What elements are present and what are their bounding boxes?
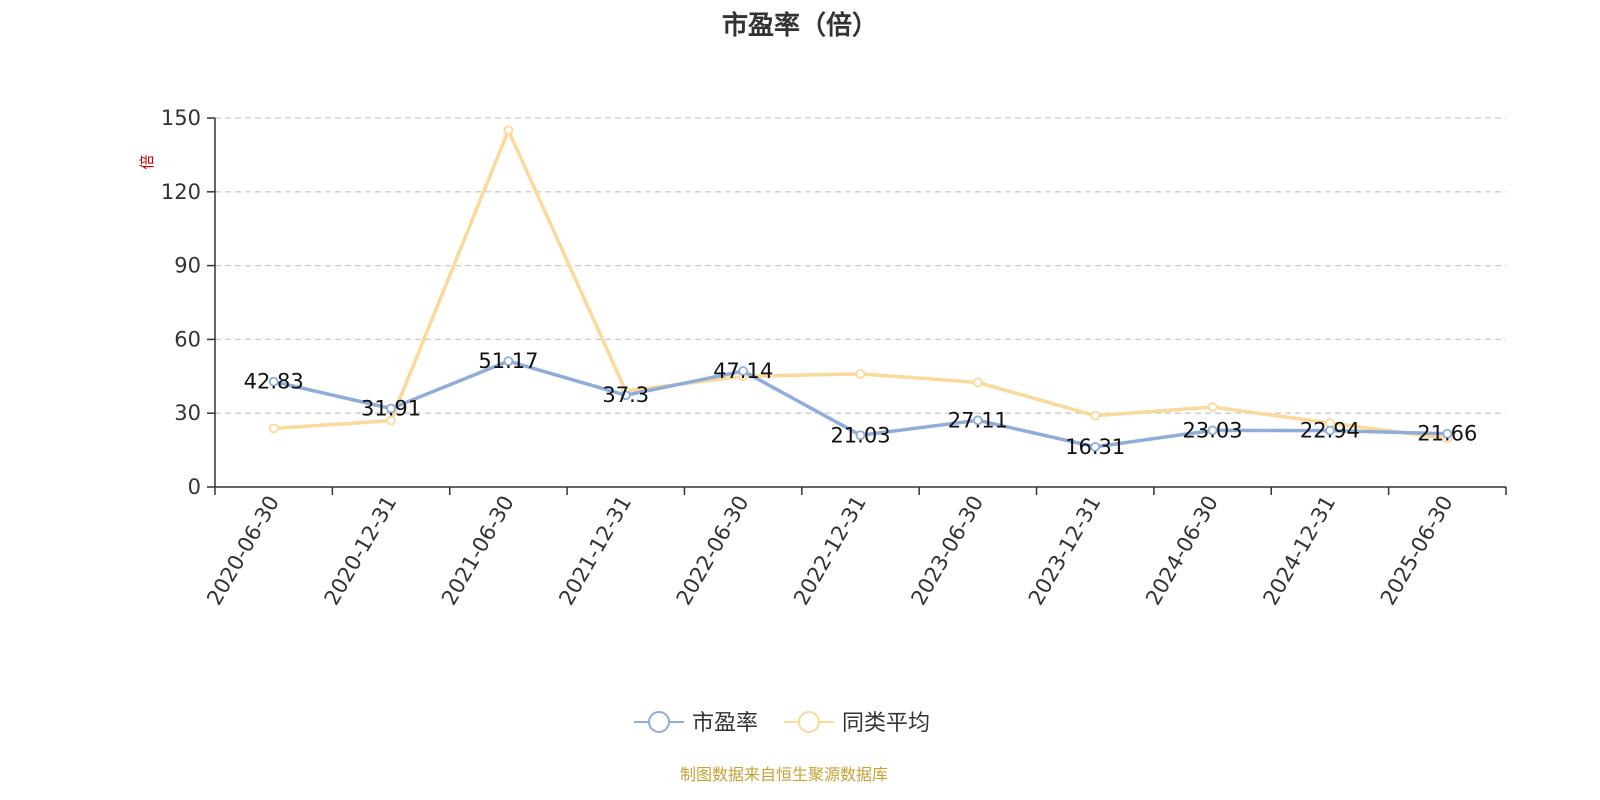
legend-label-pe-ratio: 市盈率 bbox=[692, 711, 758, 736]
x-tick-label: 2024-12-31 bbox=[1258, 492, 1340, 610]
data-label-pe-ratio: 47.14 bbox=[713, 359, 773, 383]
data-label-pe-ratio: 51.17 bbox=[478, 349, 538, 373]
legend-marker-pe-ratio bbox=[648, 711, 670, 733]
y-axis-unit-label: 倍 bbox=[138, 154, 156, 169]
y-tick-label: 150 bbox=[161, 106, 201, 130]
x-tick-label: 2023-06-30 bbox=[906, 492, 988, 610]
data-label-pe-ratio: 42.83 bbox=[244, 370, 304, 394]
data-point-peer-average[interactable] bbox=[1090, 410, 1101, 421]
y-tick-label: 90 bbox=[174, 254, 201, 278]
data-label-pe-ratio: 37.3 bbox=[602, 383, 649, 407]
y-tick-label: 60 bbox=[174, 327, 201, 351]
x-tick-label: 2023-12-31 bbox=[1024, 492, 1106, 610]
data-source-note: 制图数据来自恒生聚源数据库 bbox=[680, 765, 888, 784]
x-tick-label: 2020-12-31 bbox=[320, 491, 402, 609]
series-line-peer-average bbox=[273, 128, 1448, 441]
data-point-pe-ratio[interactable] bbox=[1207, 425, 1218, 436]
data-label-pe-ratio: 21.66 bbox=[1417, 422, 1477, 446]
data-label-pe-ratio: 16.31 bbox=[1065, 435, 1125, 459]
data-point-peer-average[interactable] bbox=[855, 368, 866, 379]
data-point-pe-ratio[interactable] bbox=[386, 403, 396, 414]
chart-title: 市盈率（倍） bbox=[722, 10, 878, 41]
data-point-pe-ratio[interactable] bbox=[972, 415, 983, 426]
legend-item-peer-average[interactable]: 同类平均 bbox=[784, 711, 930, 736]
x-tick-label: 2022-12-31 bbox=[789, 492, 871, 610]
data-point-pe-ratio[interactable] bbox=[503, 356, 514, 367]
x-axis-ticks: 2020-06-30 2020-12-31 2021-06-30 2021-12-31… bbox=[202, 487, 1507, 610]
data-point-pe-ratio[interactable] bbox=[1442, 428, 1453, 439]
data-point-pe-ratio[interactable] bbox=[855, 430, 866, 441]
legend-item-pe-ratio[interactable]: 市盈率 bbox=[634, 711, 758, 736]
grid-lines bbox=[215, 117, 1506, 414]
data-label-pe-ratio: 27.11 bbox=[948, 408, 1008, 432]
data-point-pe-ratio[interactable] bbox=[1325, 425, 1335, 436]
x-tick-label: 2021-06-30 bbox=[437, 492, 519, 610]
data-label-pe-ratio: 31.91 bbox=[361, 397, 421, 421]
y-tick-label: 0 bbox=[188, 475, 201, 499]
data-point-peer-average[interactable] bbox=[268, 423, 279, 434]
data-point-pe-ratio[interactable] bbox=[268, 376, 279, 387]
data-point-peer-average[interactable] bbox=[1207, 402, 1218, 412]
legend[interactable]: 市盈率 同类平均 bbox=[634, 711, 930, 736]
y-tick-label: 30 bbox=[174, 401, 201, 425]
y-axis-ticks: 0 30 60 90 120 150 bbox=[161, 106, 215, 499]
legend-marker-peer-average bbox=[798, 711, 820, 733]
y-tick-label: 120 bbox=[161, 180, 201, 204]
x-tick-label: 2020-06-30 bbox=[202, 492, 284, 610]
x-tick-label: 2025-06-30 bbox=[1376, 492, 1458, 610]
x-tick-label: 2024-06-30 bbox=[1141, 492, 1223, 610]
data-label-pe-ratio: 21.03 bbox=[830, 423, 890, 447]
data-point-pe-ratio[interactable] bbox=[1090, 441, 1101, 452]
x-tick-label: 2022-06-30 bbox=[672, 492, 754, 610]
data-label-pe-ratio: 23.03 bbox=[1183, 418, 1243, 442]
series-lines bbox=[268, 125, 1453, 452]
data-label-pe-ratio: 22.94 bbox=[1300, 419, 1360, 443]
data-point-pe-ratio[interactable] bbox=[620, 390, 631, 401]
data-point-peer-average[interactable] bbox=[972, 377, 983, 388]
data-point-peer-average[interactable] bbox=[386, 415, 396, 426]
legend-label-peer-average: 同类平均 bbox=[842, 711, 930, 736]
data-labels: 42.83 31.91 51.17 37.3 47.14 21.03 27.11 16.31 2… bbox=[244, 349, 1478, 459]
x-tick-label: 2021-12-31 bbox=[554, 492, 636, 610]
data-point-peer-average[interactable] bbox=[503, 125, 514, 136]
data-point-pe-ratio[interactable] bbox=[738, 366, 749, 376]
axes bbox=[214, 118, 1506, 488]
